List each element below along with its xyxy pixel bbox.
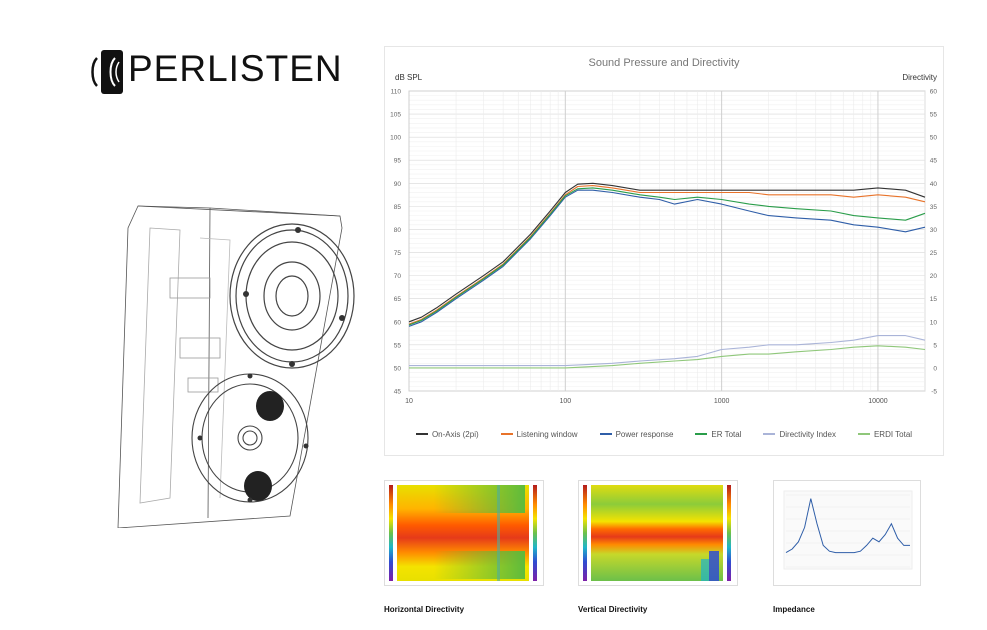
plot-frame [408, 90, 926, 392]
impedance-plot [783, 490, 913, 570]
horizontal-directivity-caption: Horizontal Directivity [384, 605, 465, 614]
x-tick-label: 100 [559, 398, 571, 405]
horizontal-directivity-chart [384, 480, 544, 586]
y-axis-label: dB SPL [395, 73, 423, 82]
vertical-directivity-heatmap [583, 485, 731, 581]
legend-label: Power response [615, 429, 674, 439]
legend-swatch [415, 433, 428, 435]
y2-tick-label: 20 [930, 273, 938, 280]
legend-item: Power response [599, 427, 674, 441]
chart-title: Sound Pressure and Directivity [588, 57, 740, 69]
legend-label: On-Axis (2pi) [431, 429, 479, 439]
y2-tick-label: 45 [930, 158, 938, 165]
y-tick-label: 65 [394, 296, 402, 303]
y-tick-label: 100 [390, 135, 401, 142]
impedance-line [785, 498, 910, 554]
legend-label: ER Total [711, 429, 742, 439]
y-tick-label: 45 [394, 389, 402, 396]
x-tick-label: 10 [405, 398, 413, 405]
speaker-drawing [110, 198, 360, 529]
impedance-caption: Impedance [773, 605, 815, 614]
y-tick-label: 85 [394, 204, 402, 211]
speaker-wireframe-icon [117, 205, 355, 529]
legend-item: On-Axis (2pi) [415, 427, 479, 441]
brand-name: PERLISTEN [128, 48, 343, 89]
y-tick-label: 95 [394, 158, 402, 165]
logo-mark-icon [91, 50, 123, 94]
perlisten-logo: PERLISTEN [88, 44, 358, 100]
y2-axis-label: Directivity [902, 73, 937, 82]
y2-tick-label: 35 [930, 204, 938, 211]
series-line-3 [408, 187, 926, 326]
y2-tick-label: 15 [930, 296, 938, 303]
y2-tick-label: 55 [930, 112, 938, 119]
legend-label: ERDI Total [873, 429, 913, 439]
y-tick-label: 75 [394, 250, 402, 257]
y2-tick-label: 0 [933, 365, 937, 372]
series-line-4 [409, 335, 926, 367]
y-tick-label: 50 [394, 365, 402, 372]
series-line-0 [408, 182, 926, 323]
series-line-5 [409, 345, 926, 369]
impedance-chart [773, 480, 921, 586]
sound-pressure-chart: Sound Pressure and Directivity dB SPL Di… [384, 46, 944, 456]
legend-item: ERDI Total [857, 427, 913, 441]
y2-tick-label: 60 [930, 89, 938, 96]
y-tick-label: 80 [394, 227, 402, 234]
legend-item: Directivity Index [763, 427, 836, 441]
y-tick-label: 105 [390, 112, 401, 119]
y-tick-label: 60 [394, 319, 402, 326]
horizontal-directivity-heatmap [389, 485, 537, 581]
y2-tick-label: 40 [930, 181, 938, 188]
y2-tick-label: 25 [930, 250, 938, 257]
legend-label: Directivity Index [779, 429, 836, 439]
series-line-1 [408, 185, 926, 325]
y-tick-label: 70 [394, 273, 402, 280]
legend-swatch [857, 433, 870, 435]
y2-tick-label: 10 [930, 319, 938, 326]
legend-swatch [599, 433, 612, 435]
legend-swatch [500, 433, 513, 435]
y2-tick-label: 5 [933, 342, 937, 349]
x-tick-label: 10000 [868, 398, 888, 405]
legend-swatch [763, 433, 776, 435]
y2-tick-label: 30 [930, 227, 938, 234]
vertical-directivity-chart [578, 480, 738, 586]
vertical-directivity-caption: Vertical Directivity [578, 605, 648, 614]
legend-label: Listening window [516, 429, 578, 439]
y-tick-label: 90 [394, 181, 402, 188]
y2-tick-label: -5 [931, 389, 937, 396]
y-tick-label: 110 [391, 89, 402, 96]
chart-legend: On-Axis (2pi) Listening window Power respo… [385, 427, 943, 441]
y2-tick-label: 50 [930, 135, 938, 142]
main-chart-svg: Sound Pressure and Directivity dB SPL Di… [390, 57, 938, 405]
series-line-2 [408, 189, 926, 327]
legend-item: Listening window [500, 427, 578, 441]
legend-item: ER Total [695, 427, 741, 441]
legend-swatch [695, 433, 708, 435]
y-tick-label: 55 [394, 342, 402, 349]
x-tick-label: 1000 [714, 398, 730, 405]
